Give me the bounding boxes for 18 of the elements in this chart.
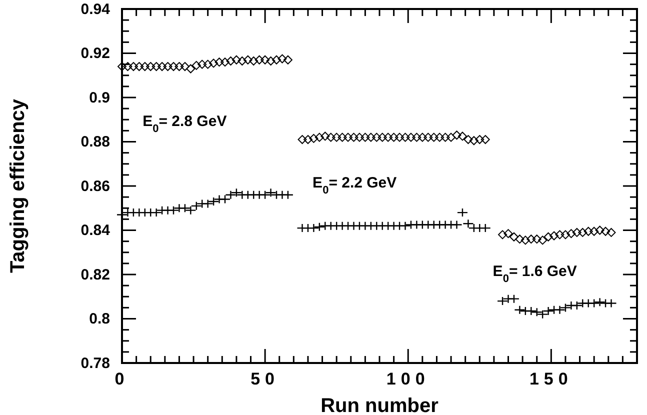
annotation: E$_{0}$= 1.6 GeV	[492, 263, 577, 286]
x-tick-label: 50	[250, 370, 280, 389]
annotation: E$_{0}$= 2.2 GeV	[312, 174, 397, 197]
x-axis-title: Run number	[320, 395, 439, 415]
y-tick-label: 0.88	[80, 134, 110, 151]
y-tick-label: 0.86	[80, 178, 110, 195]
y-tick-label: 0.9	[89, 89, 110, 106]
x-tick-label: 100	[386, 370, 430, 389]
y-tick-label: 0.84	[80, 222, 111, 240]
annotation: E$_{0}$= 2.8 GeV	[142, 112, 227, 135]
y-axis-title: Tagging efficiency	[7, 98, 29, 274]
y-tick-label: 0.8	[89, 310, 110, 328]
y-tick-label: 0.92	[80, 45, 110, 62]
x-tick-label: 0	[114, 370, 130, 389]
y-tick-label: 0.78	[80, 354, 110, 372]
x-tick-label: 150	[529, 370, 573, 389]
y-tick-label: 0.94	[80, 0, 111, 18]
y-tick-label: 0.82	[80, 266, 110, 284]
